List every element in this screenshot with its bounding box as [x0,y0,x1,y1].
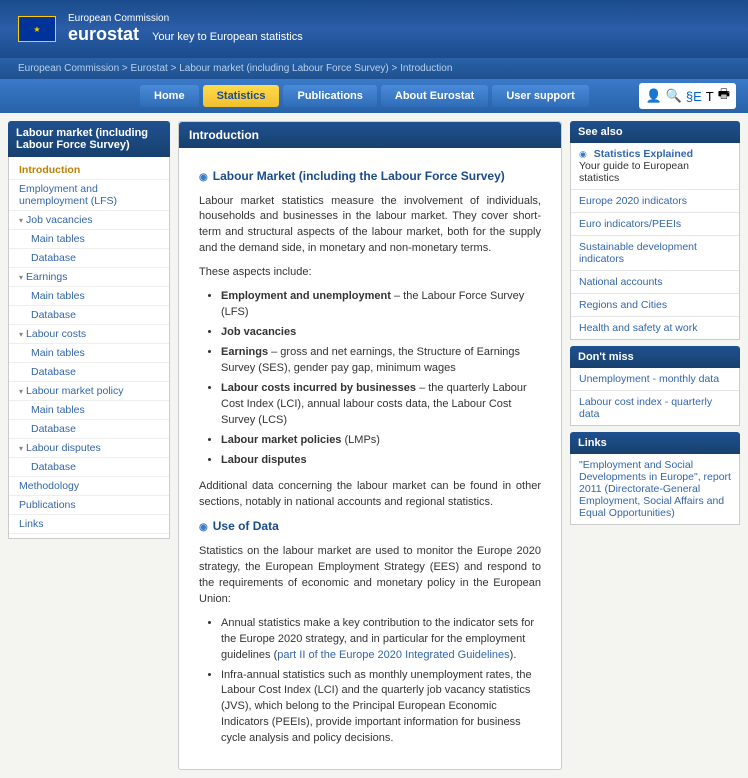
right-column: See also Statistics Explained Your guide… [570,121,740,770]
external-report-link[interactable]: "Employment and Social Developments in E… [571,454,739,524]
dont-miss-header: Don't miss [570,346,740,368]
dont-miss-link-1[interactable]: Labour cost index - quarterly data [571,391,739,425]
intro-p3: Additional data concerning the labour ma… [199,479,541,511]
nav-home[interactable]: Home [140,85,199,107]
breadcrumb[interactable]: European Commission > Eurostat > Labour … [0,58,748,79]
aspect-labour-costs: Labour costs incurred by businesses – th… [221,381,541,429]
aspects-list: Employment and unemployment – the Labour… [221,289,541,468]
text-icon[interactable]: T [706,89,714,104]
section-use-of-data: Use of Data [199,518,541,536]
links-body: "Employment and Social Developments in E… [570,454,740,525]
sidebar-item-15[interactable]: Database [9,458,169,477]
sidebar-item-14[interactable]: Labour disputes [9,439,169,458]
aspect-earnings: Earnings – gross and net earnings, the S… [221,345,541,377]
aspect-disputes: Labour disputes [221,453,541,469]
sidebar-item-3[interactable]: Main tables [9,230,169,249]
section-labour-market: Labour Market (including the Labour Forc… [199,168,541,186]
stats-explained-link[interactable]: Statistics Explained Your guide to Europ… [571,143,739,190]
aspect-vacancies: Job vacancies [221,325,541,341]
main-body: Labour Market (including the Labour Forc… [179,148,561,769]
nav-publications[interactable]: Publications [283,85,376,107]
nav-support[interactable]: User support [492,85,588,107]
main-header: Introduction [179,122,561,148]
header-text: European Commission eurostat Your key to… [68,13,303,45]
sidebar-item-10[interactable]: Database [9,363,169,382]
see-also-header: See also [570,121,740,143]
print-icon[interactable]: 🖶 [718,85,730,107]
nav-statistics[interactable]: Statistics [203,85,280,107]
see-also-link-0[interactable]: Europe 2020 indicators [571,190,739,213]
intro-p1: Labour market statistics measure the inv… [199,194,541,258]
see-also-link-3[interactable]: National accounts [571,271,739,294]
sidebar-item-18[interactable]: Links [9,515,169,534]
aspect-policies: Labour market policies (LMPs) [221,433,541,449]
guidelines-link[interactable]: part II of the Europe 2020 Integrated Gu… [277,649,509,661]
search-icon[interactable]: 🔍 [666,88,682,104]
sidebar-item-7[interactable]: Database [9,306,169,325]
sidebar-item-5[interactable]: Earnings [9,268,169,287]
sidebar-item-16[interactable]: Methodology [9,477,169,496]
settings-e-icon[interactable]: §E [686,89,702,104]
use-infra-annual: Infra-annual statistics such as monthly … [221,668,541,748]
sidebar-item-4[interactable]: Database [9,249,169,268]
nav-about[interactable]: About Eurostat [381,85,488,107]
use-annual: Annual statistics make a key contributio… [221,616,541,664]
sidebar-item-8[interactable]: Labour costs [9,325,169,344]
sidebar-item-13[interactable]: Database [9,420,169,439]
dont-miss-box: Don't miss Unemployment - monthly dataLa… [570,346,740,426]
links-header: Links [570,432,740,454]
dont-miss-link-0[interactable]: Unemployment - monthly data [571,368,739,391]
tagline: Your key to European statistics [152,31,303,43]
site-header: European Commission eurostat Your key to… [0,0,748,58]
toolbar-icons: 👤 🔍 §E T 🖶 [639,83,736,109]
sidebar-item-12[interactable]: Main tables [9,401,169,420]
ec-label: European Commission [68,13,303,24]
sidebar-item-2[interactable]: Job vacancies [9,211,169,230]
see-also-link-2[interactable]: Sustainable development indicators [571,236,739,271]
see-also-link-4[interactable]: Regions and Cities [571,294,739,317]
links-box: Links "Employment and Social Development… [570,432,740,525]
sidebar-item-17[interactable]: Publications [9,496,169,515]
see-also-link-1[interactable]: Euro indicators/PEEIs [571,213,739,236]
sidebar-item-11[interactable]: Labour market policy [9,382,169,401]
sidebar-title: Labour market (including Labour Force Su… [8,121,170,157]
sidebar-body: IntroductionEmployment and unemployment … [8,157,170,539]
sidebar-item-6[interactable]: Main tables [9,287,169,306]
content-wrap: Labour market (including Labour Force Su… [0,113,748,778]
see-also-body: Statistics Explained Your guide to Europ… [570,143,740,340]
sidebar-item-1[interactable]: Employment and unemployment (LFS) [9,180,169,211]
user-icon[interactable]: 👤 [645,88,661,104]
sidebar-item-9[interactable]: Main tables [9,344,169,363]
eu-flag-icon [18,16,56,42]
sidebar-item-0[interactable]: Introduction [9,161,169,180]
aspect-employment: Employment and unemployment – the Labour… [221,289,541,321]
use-list: Annual statistics make a key contributio… [221,616,541,748]
see-also-box: See also Statistics Explained Your guide… [570,121,740,340]
brand-logo[interactable]: eurostat [68,24,139,44]
main-panel: Introduction Labour Market (including th… [178,121,562,770]
main-nav: Home Statistics Publications About Euros… [0,79,748,113]
see-also-link-5[interactable]: Health and safety at work [571,317,739,339]
intro-p4: Statistics on the labour market are used… [199,544,541,608]
dont-miss-body: Unemployment - monthly dataLabour cost i… [570,368,740,426]
left-sidebar: Labour market (including Labour Force Su… [8,121,170,770]
intro-p2: These aspects include: [199,265,541,281]
